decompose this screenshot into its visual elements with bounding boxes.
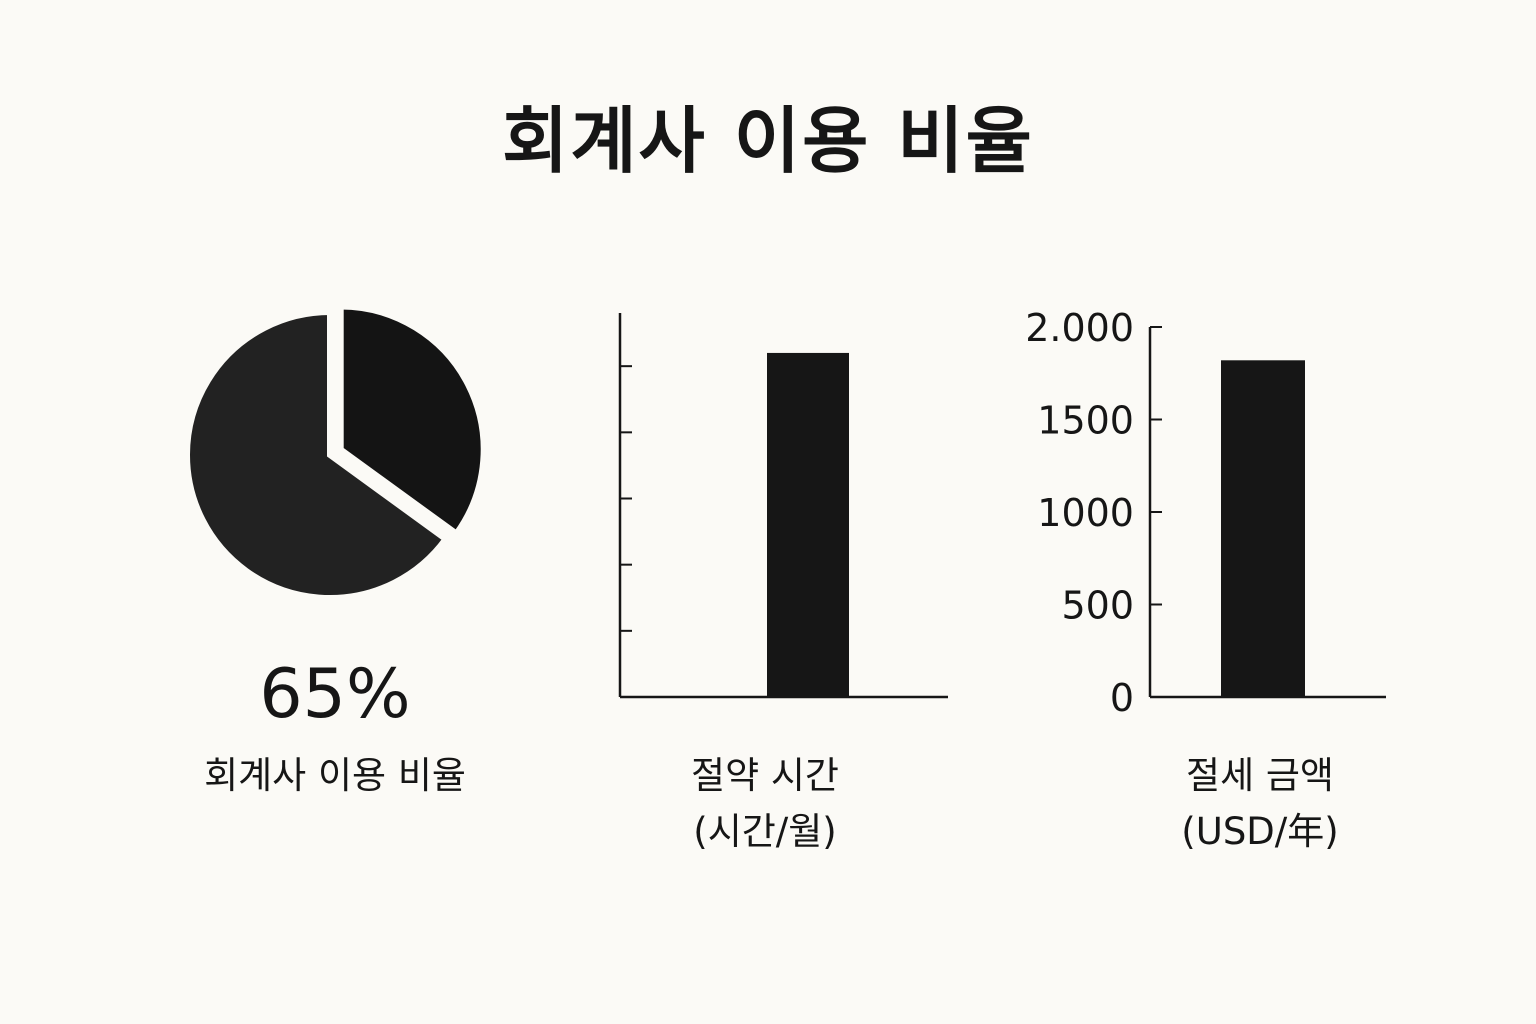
pie-chart: [184, 303, 487, 601]
tax-bar-chart: 0 500 1000 1500 2.000: [1025, 306, 1386, 720]
chart-title: 회계사 이용 비율: [502, 99, 1034, 183]
tax-axis-label: 절세 금액 (USD/年): [1080, 748, 1440, 860]
pie-slice-main: [184, 308, 450, 601]
tax-y-tick-label: 2.000: [1025, 306, 1134, 350]
hours-axis-label-line1: 절약 시간: [691, 754, 839, 797]
tax-y-tick-label: 1500: [1037, 399, 1134, 443]
tax-y-tick-label: 500: [1061, 584, 1134, 628]
hours-bar: [767, 352, 849, 697]
pie-value-label: 65%: [259, 655, 411, 734]
hours-axis-label-line2: (시간/월): [693, 810, 837, 853]
tax-y-tick-label: 0: [1110, 676, 1134, 720]
pie-caption-text: 회계사 이용 비율: [204, 754, 466, 797]
hours-bar-chart: [618, 313, 948, 699]
hours-axis-label: 절약 시간 (시간/월): [585, 748, 945, 860]
tax-bar: [1221, 360, 1305, 697]
tax-axis-label-line1: 절세 금액: [1186, 754, 1334, 797]
tax-y-tick-label: 1000: [1037, 491, 1134, 535]
pie-caption: 회계사 이용 비율: [140, 748, 530, 804]
pie-slice-accent: [337, 303, 487, 538]
tax-axis-label-line2: (USD/年): [1181, 810, 1339, 853]
